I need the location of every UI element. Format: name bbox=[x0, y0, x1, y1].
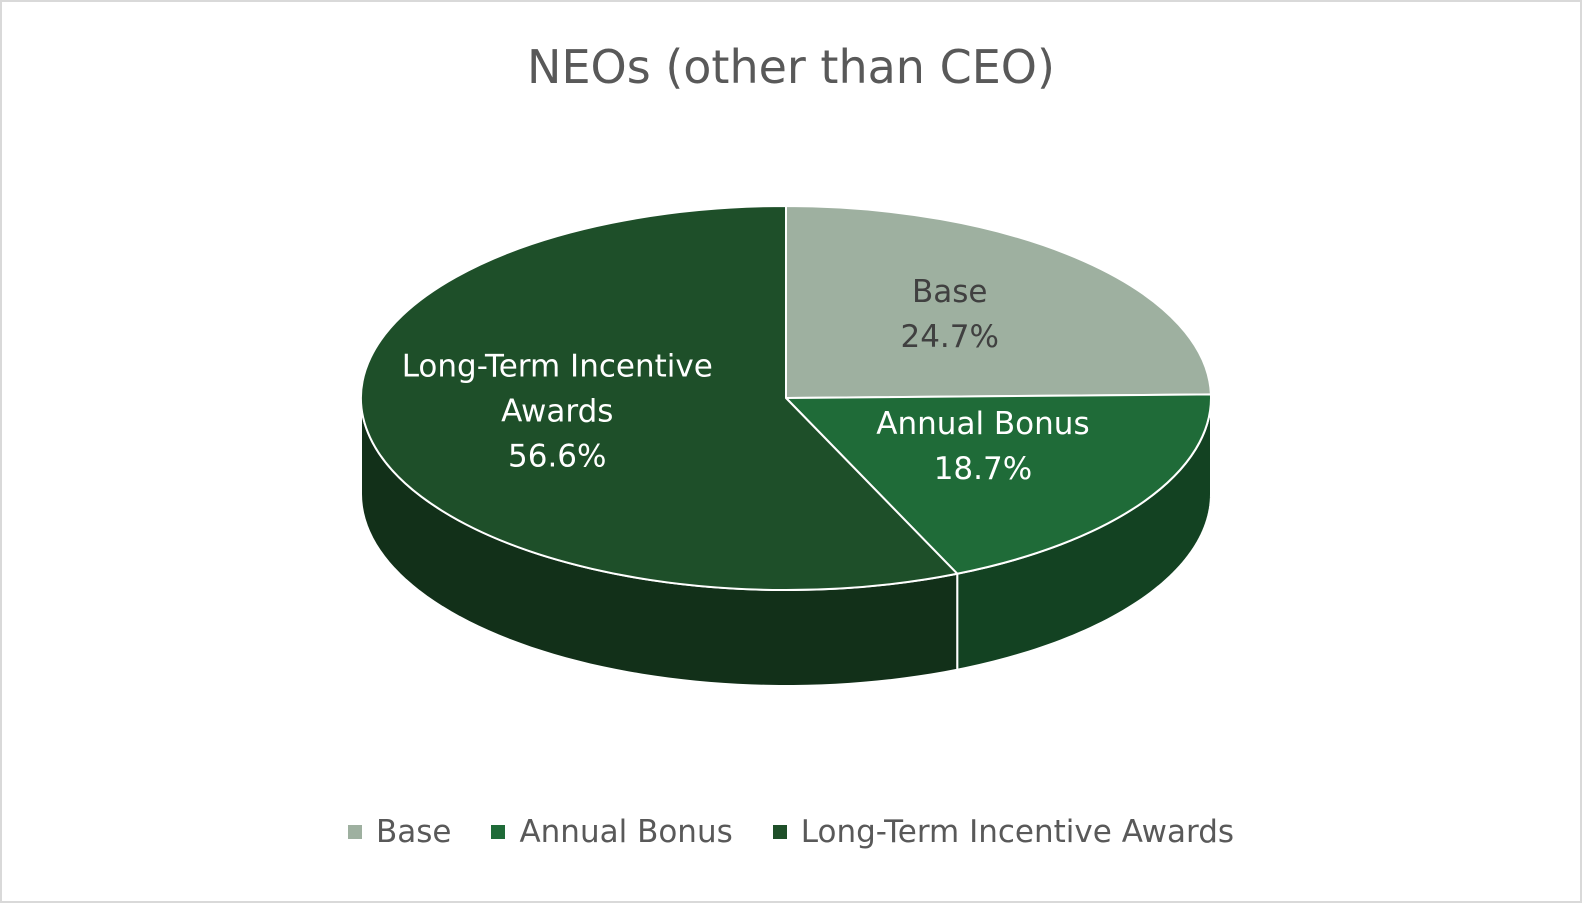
legend-item: Long-Term Incentive Awards bbox=[772, 814, 1235, 850]
data-label-value: 18.7% bbox=[933, 450, 1033, 487]
data-label: Base 24.7% bbox=[785, 270, 1115, 360]
legend-label: Annual Bonus bbox=[519, 814, 733, 850]
legend: Base Annual Bonus Long-Term Incentive Awar… bbox=[2, 814, 1580, 850]
legend-swatch bbox=[772, 825, 787, 839]
legend-item: Annual Bonus bbox=[491, 814, 733, 850]
legend-swatch bbox=[491, 825, 506, 839]
legend-label: Long-Term Incentive Awards bbox=[800, 814, 1235, 850]
data-label: Annual Bonus 18.7% bbox=[818, 402, 1148, 492]
slice bbox=[783, 393, 1212, 575]
data-label: Long-Term Incentive Awards 56.6% bbox=[392, 344, 722, 479]
legend-label: Base bbox=[375, 814, 452, 850]
chart-title: NEOs (other than CEO) bbox=[527, 40, 1055, 94]
data-label-category: Long-Term Incentive Awards bbox=[401, 348, 713, 430]
data-label-value: 56.6% bbox=[508, 438, 607, 475]
legend-item: Base bbox=[347, 814, 452, 850]
slice bbox=[360, 204, 960, 591]
slice bbox=[785, 204, 1212, 400]
data-label-value: 24.7% bbox=[900, 318, 999, 355]
data-label-category: Base bbox=[911, 273, 988, 310]
legend-swatch bbox=[347, 825, 362, 839]
data-label-category: Annual Bonus bbox=[876, 405, 1090, 442]
